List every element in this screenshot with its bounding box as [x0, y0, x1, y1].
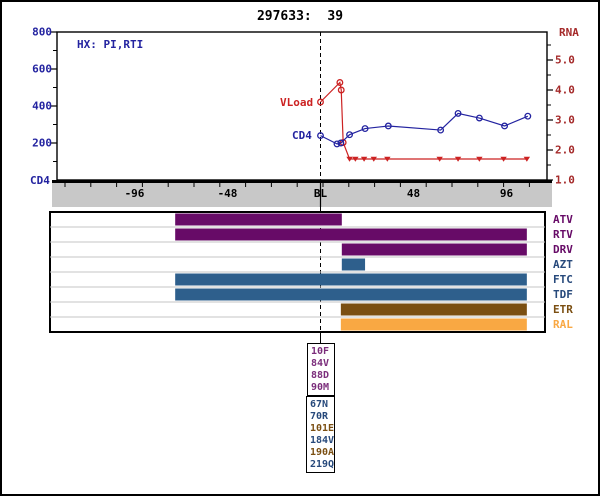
- left-tick-800: 800: [32, 25, 52, 39]
- left-tick-200: 200: [32, 136, 52, 150]
- drug-label-etr: ETR: [553, 303, 573, 316]
- cd4-point: [524, 112, 532, 120]
- vload-censored-point: [436, 156, 443, 162]
- x-tick--96: -96: [124, 187, 145, 200]
- mutation-67N: 67N: [310, 399, 329, 410]
- vload-point: [337, 86, 345, 94]
- cd4-series-label: CD4: [292, 129, 312, 142]
- mutation-219Q: 219Q: [310, 459, 335, 470]
- vload-censored-point: [370, 156, 377, 162]
- treatment-bar-ral: [340, 318, 527, 331]
- x-tick--48: -48: [217, 187, 238, 200]
- right-tick-2.0: 2.0: [555, 143, 575, 157]
- cd4-point: [384, 122, 392, 130]
- page-title: 297633: 39: [256, 9, 344, 24]
- rt-mutation-box: 67N 70R 101E 184V 190A 219Q: [306, 396, 335, 473]
- drug-label-rtv: RTV: [553, 228, 573, 241]
- series-line: [320, 112, 529, 145]
- drug-label-ftc: FTC: [553, 273, 573, 286]
- mutation-10F: 10F: [311, 346, 330, 357]
- treatment-bar-tdf: [175, 288, 527, 301]
- vload-censored-point: [360, 156, 368, 162]
- drug-label-ral: RAL: [553, 318, 573, 331]
- vload-point: [336, 79, 344, 86]
- drug-label-atv: ATV: [553, 213, 573, 226]
- cd4-point: [317, 132, 324, 140]
- drug-label-drv: DRV: [553, 243, 573, 256]
- right-tick-4.0: 4.0: [555, 83, 575, 97]
- mutation-90M: 90M: [311, 382, 330, 393]
- cd4-point: [361, 125, 369, 133]
- protease-mutation-box: 10F 84V 88D 90M: [307, 343, 335, 396]
- mutation-88D: 88D: [311, 370, 330, 381]
- treatment-bar-etr: [340, 303, 527, 316]
- x-tick-48: 48: [406, 187, 421, 200]
- cd4-point: [501, 122, 509, 130]
- mutation-70R: 70R: [310, 411, 329, 422]
- drug-label-azt: AZT: [553, 258, 573, 271]
- vload-series-label: VLoad: [280, 96, 314, 109]
- cd4-point: [454, 109, 462, 117]
- vload-censored-point: [476, 156, 483, 162]
- treatment-bar-drv: [341, 243, 527, 256]
- cd4-point: [437, 126, 445, 134]
- mutation-101E: 101E: [310, 423, 335, 434]
- x-tick-96: 96: [499, 187, 514, 200]
- mutation-84V: 84V: [311, 358, 330, 369]
- cd4-point: [333, 140, 341, 148]
- treatment-bar-rtv: [175, 228, 527, 241]
- right-tick-5.0: 5.0: [555, 53, 575, 67]
- vload-censored-point: [454, 156, 462, 162]
- left-tick-600: 600: [32, 62, 52, 76]
- vload-censored-point: [352, 156, 359, 162]
- right-tick-1.0: 1.0: [555, 173, 575, 187]
- x-axis-band: [52, 181, 552, 207]
- mutation-190A: 190A: [310, 447, 335, 458]
- cd4-point: [346, 131, 354, 139]
- cd4-point: [475, 114, 483, 122]
- vload-censored-point: [500, 156, 507, 162]
- mutation-184V: 184V: [310, 435, 335, 446]
- vload-censored-point: [523, 156, 531, 162]
- cd4-point: [337, 139, 345, 147]
- vload-censored-point: [384, 156, 391, 162]
- treatment-bar-ftc: [175, 273, 527, 286]
- treatment-bar-atv: [175, 213, 342, 226]
- drug-label-tdf: TDF: [553, 288, 573, 301]
- treatment-history-label: HX: PI,RTI: [77, 38, 144, 51]
- x-tick-BL: BL: [313, 187, 328, 200]
- series-line: [320, 81, 527, 160]
- vload-censored-point: [346, 156, 353, 162]
- right-tick-3.0: 3.0: [555, 113, 575, 127]
- rna-axis-label: RNA: [559, 26, 579, 39]
- cd4-axis-label: CD4: [30, 174, 50, 187]
- left-tick-400: 400: [32, 99, 52, 113]
- vload-point: [317, 98, 324, 106]
- treatment-bar-azt: [341, 258, 366, 271]
